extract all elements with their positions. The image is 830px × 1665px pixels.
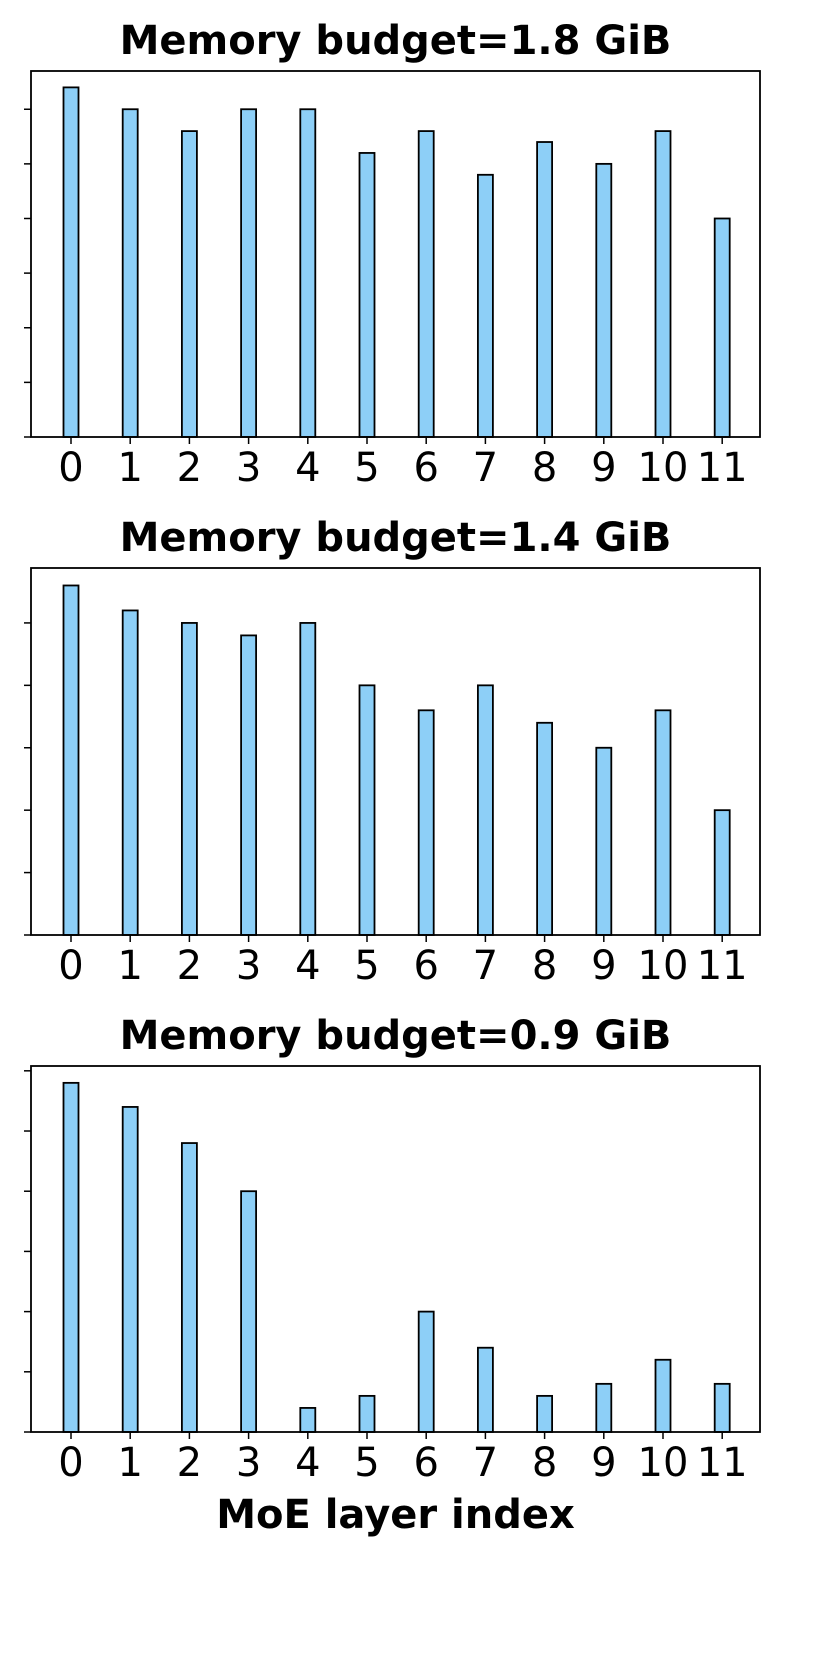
bar xyxy=(121,1106,139,1433)
x-tick-label: 4 xyxy=(295,445,320,491)
x-tick-label: 5 xyxy=(354,943,379,989)
bar xyxy=(536,141,553,438)
x-tick-label: 3 xyxy=(236,1440,261,1486)
chart-title: Memory budget=1.4 GiB xyxy=(120,515,672,561)
bar xyxy=(299,622,317,936)
x-tick-label: 2 xyxy=(177,943,202,989)
bar xyxy=(240,1190,258,1433)
bar xyxy=(417,1310,435,1433)
bar xyxy=(476,684,494,936)
bar xyxy=(62,1081,80,1433)
x-tick-label: 10 xyxy=(638,943,689,989)
bar xyxy=(713,809,731,936)
bar xyxy=(240,634,258,936)
bar xyxy=(536,721,553,936)
x-tick-label: 1 xyxy=(117,445,142,491)
x-tick-label: 10 xyxy=(638,445,689,491)
x-tick-label: 10 xyxy=(638,1440,689,1486)
bar xyxy=(654,709,672,936)
x-tick-label: 9 xyxy=(591,1440,616,1486)
x-tick-label: 3 xyxy=(236,943,261,989)
plot-frame xyxy=(30,1065,761,1433)
x-tick-label: 6 xyxy=(413,445,438,491)
bar xyxy=(62,86,80,438)
x-tick-label: 1 xyxy=(117,943,142,989)
x-tick-label: 11 xyxy=(697,943,748,989)
bar xyxy=(595,1382,613,1433)
bar xyxy=(180,130,198,438)
x-tick-label: 8 xyxy=(532,1440,557,1486)
x-tick-label: 9 xyxy=(591,943,616,989)
x-tick-label: 6 xyxy=(413,943,438,989)
x-tick-label: 8 xyxy=(532,445,557,491)
bar xyxy=(180,1142,198,1433)
x-tick-label: 1 xyxy=(117,1440,142,1486)
chart-title: Memory budget=0.9 GiB xyxy=(120,1013,672,1059)
bar xyxy=(595,746,613,936)
x-tick-label: 3 xyxy=(236,445,261,491)
bar xyxy=(654,1358,672,1433)
x-tick-label: 11 xyxy=(697,445,748,491)
bar xyxy=(358,1394,376,1433)
plot-frame xyxy=(30,70,761,438)
bar xyxy=(240,108,258,438)
x-tick-label: 2 xyxy=(177,445,202,491)
bar xyxy=(121,108,139,438)
x-tick-label: 4 xyxy=(295,943,320,989)
x-axis-label: MoE layer index xyxy=(216,1492,575,1538)
bar xyxy=(417,130,435,438)
bar xyxy=(180,622,198,936)
bar xyxy=(299,1407,317,1433)
x-tick-label: 9 xyxy=(591,445,616,491)
x-tick-label: 5 xyxy=(354,445,379,491)
plot-frame xyxy=(30,567,761,936)
bar xyxy=(595,162,613,438)
bar xyxy=(358,684,376,936)
x-tick-label: 7 xyxy=(473,445,498,491)
chart-title: Memory budget=1.8 GiB xyxy=(120,18,672,64)
x-tick-label: 6 xyxy=(413,1440,438,1486)
x-tick-label: 7 xyxy=(473,943,498,989)
x-tick-label: 5 xyxy=(354,1440,379,1486)
bar xyxy=(299,108,317,438)
bar xyxy=(536,1394,553,1433)
x-tick-label: 0 xyxy=(58,445,83,491)
x-tick-label: 4 xyxy=(295,1440,320,1486)
bar xyxy=(121,609,139,936)
x-tick-label: 8 xyxy=(532,943,557,989)
x-tick-label: 0 xyxy=(58,1440,83,1486)
bar xyxy=(358,152,376,438)
bar xyxy=(654,130,672,438)
bar xyxy=(476,173,494,438)
x-tick-label: 0 xyxy=(58,943,83,989)
x-tick-label: 7 xyxy=(473,1440,498,1486)
bar xyxy=(476,1346,494,1433)
bar xyxy=(417,709,435,936)
bar xyxy=(713,217,731,438)
x-tick-label: 11 xyxy=(697,1440,748,1486)
bar xyxy=(713,1382,731,1433)
bar xyxy=(62,584,80,936)
x-tick-label: 2 xyxy=(177,1440,202,1486)
